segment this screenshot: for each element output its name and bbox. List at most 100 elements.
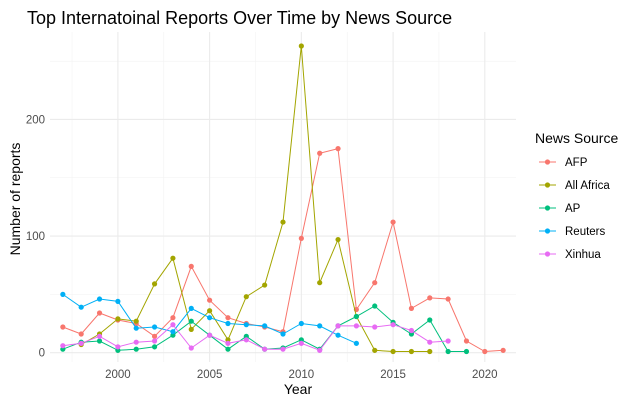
data-point-all-africa [170,255,176,261]
data-point-xinhua [408,327,415,334]
legend-label-all-africa: All Africa [565,180,610,192]
data-point-afp [188,263,194,269]
data-point-afp [372,280,378,286]
legend-key-point-reuters [544,228,551,234]
data-point-ap [427,317,433,323]
y-tick-label: 0 [39,348,45,360]
data-point-all-africa [427,348,433,355]
data-point-all-africa [151,281,158,287]
data-point-all-africa [317,280,323,286]
data-point-all-africa [335,236,341,243]
data-point-reuters [262,323,268,329]
data-point-xinhua [372,324,378,330]
data-point-xinhua [207,332,213,338]
data-point-afp [335,146,341,152]
x-axis-label: Year [284,381,313,397]
data-point-afp [151,333,158,339]
data-point-ap [188,318,194,324]
data-point-reuters [225,320,231,327]
data-point-reuters [207,315,213,321]
data-point-all-africa [133,318,139,324]
data-point-reuters [151,324,158,330]
x-tick-label: 2015 [380,369,406,381]
data-point-afp [96,310,103,316]
data-point-all-africa [262,282,268,288]
x-tick-label: 2010 [289,369,315,381]
data-point-reuters [317,323,323,329]
legend-key-point-all-africa [544,182,551,188]
data-point-afp [408,305,415,311]
legend-key-point-afp [544,159,551,165]
data-point-reuters [96,296,103,302]
data-point-xinhua [298,340,304,346]
data-point-xinhua [96,333,103,339]
data-point-all-africa [372,347,378,353]
data-point-reuters [298,320,304,327]
y-tick-label: 100 [26,231,45,243]
data-point-all-africa [207,308,213,314]
data-point-xinhua [353,323,359,329]
data-point-ap [353,313,359,320]
data-point-all-africa [390,348,396,355]
data-point-xinhua [445,338,451,344]
data-point-xinhua [317,347,323,353]
data-point-ap [225,346,231,352]
data-point-afp [298,235,304,241]
y-tick-label: 200 [26,114,45,126]
legend-key-point-ap [544,205,551,211]
x-tick-label: 2005 [197,369,223,381]
data-point-afp [482,348,488,355]
data-point-afp [78,331,84,337]
data-point-xinhua [280,346,286,352]
data-point-ap [463,348,470,355]
data-point-xinhua [151,338,158,344]
data-point-xinhua [115,344,121,350]
chart-title: Top Internatoinal Reports Over Time by N… [27,8,452,28]
data-point-xinhua [78,340,84,346]
data-point-ap [151,344,158,350]
data-point-afp [207,297,213,303]
data-point-ap [96,338,103,344]
data-point-all-africa [188,326,194,332]
data-point-xinhua [390,322,396,328]
data-point-ap [372,303,378,309]
data-point-xinhua [225,340,231,346]
legend-label-ap: AP [565,203,581,215]
data-point-reuters [353,340,359,346]
data-point-afp [390,219,396,225]
data-point-afp [427,295,433,301]
data-point-all-africa [243,294,249,300]
data-point-xinhua [262,346,268,352]
data-point-reuters [280,331,286,337]
data-point-ap [445,348,451,355]
x-tick-label: 2000 [105,369,131,381]
data-point-reuters [188,305,194,311]
legend: News Source AFP All Africa AP Reuters Xinhua [535,130,618,261]
data-point-reuters [60,291,66,297]
data-point-afp [170,315,176,321]
series-line-afp [62,147,504,353]
data-point-xinhua [243,337,249,343]
data-point-reuters [170,329,176,335]
data-point-reuters [335,332,341,338]
legend-title: News Source [535,130,618,146]
data-point-reuters [115,298,121,304]
legend-key-point-xinhua [544,251,551,257]
data-point-xinhua [133,339,139,345]
data-point-xinhua [335,323,341,329]
x-tick-label: 2020 [472,369,498,381]
y-axis-label: Number of reports [7,143,23,256]
data-point-afp [445,296,451,302]
plot-area: 2000 2005 2010 2015 2020 0 100 200 [26,32,516,381]
data-point-xinhua [60,343,66,349]
data-point-ap [133,346,139,352]
data-point-afp [60,324,66,330]
series-line-all-africa [80,45,430,352]
data-point-afp [225,315,231,321]
data-point-reuters [78,304,84,310]
series-line-xinhua [62,323,449,351]
data-point-xinhua [427,339,433,345]
data-point-afp [463,338,470,344]
data-point-xinhua [170,322,176,328]
